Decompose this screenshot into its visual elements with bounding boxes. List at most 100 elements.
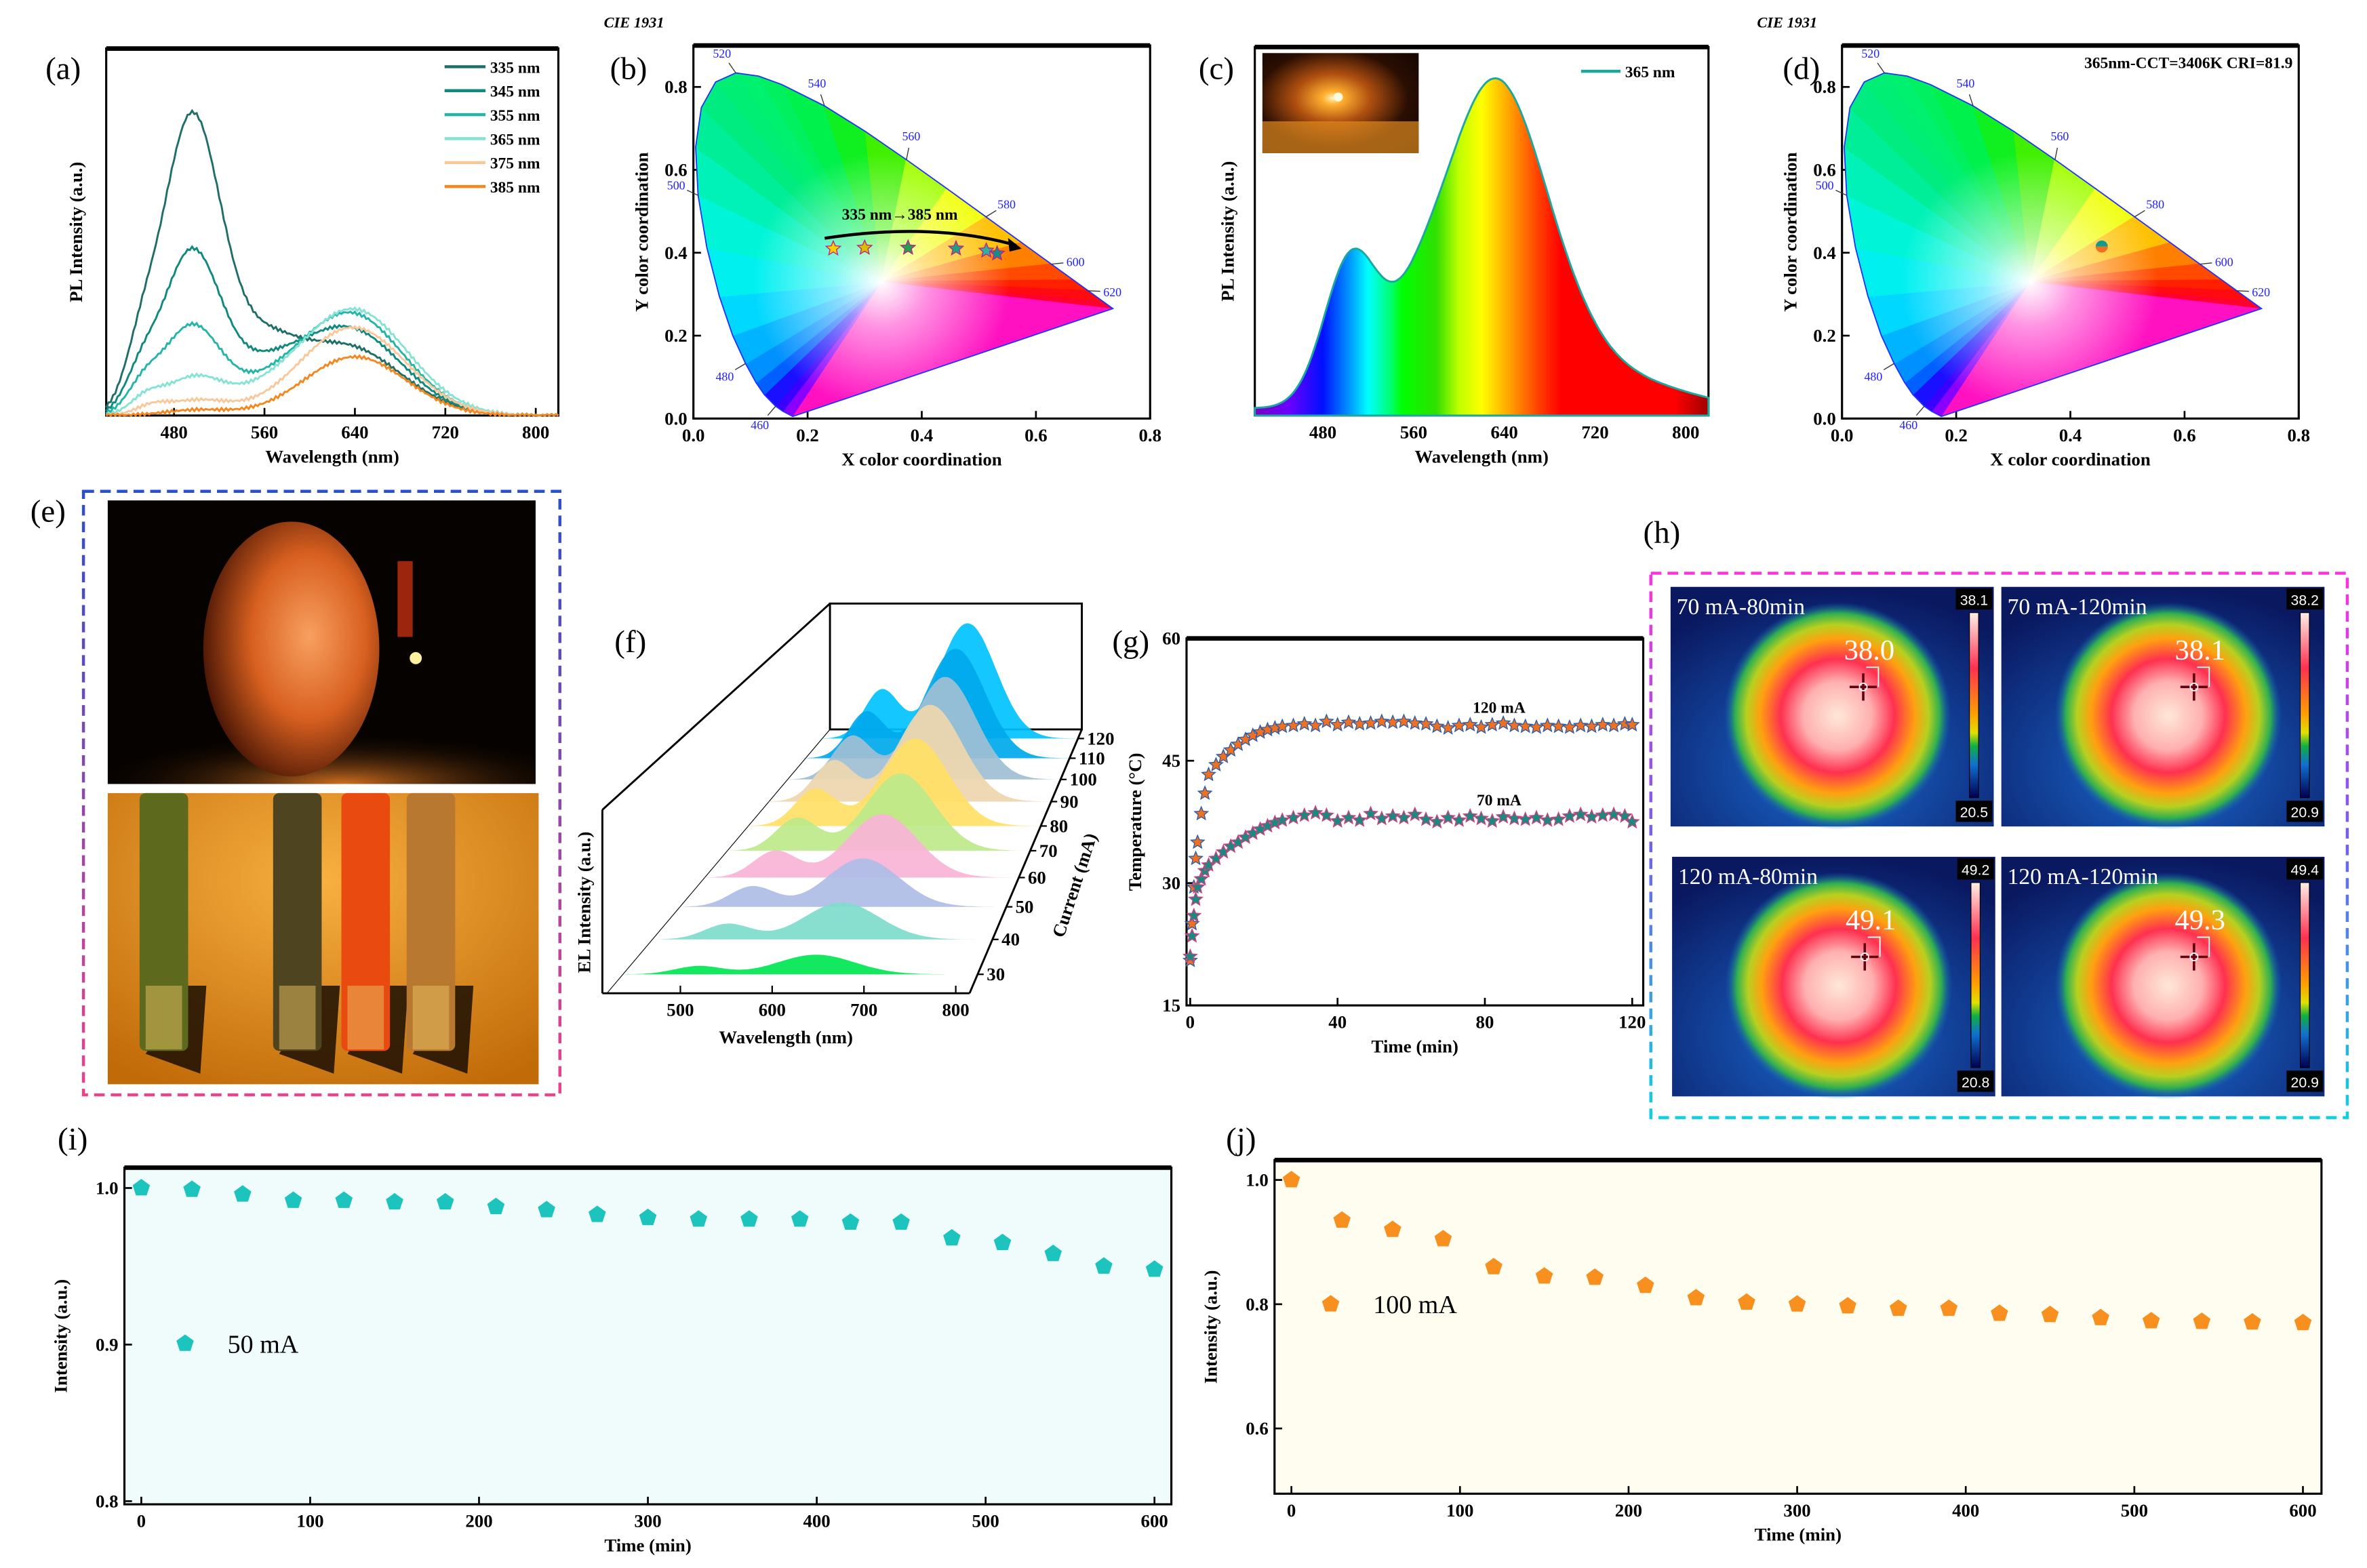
scale-min-value: 20.5 — [1960, 805, 1988, 821]
crosshair-icon — [1849, 673, 1877, 701]
intensity-point — [690, 1210, 708, 1227]
intensity-point — [589, 1205, 606, 1222]
y-tick-label: 1.0 — [1246, 1170, 1269, 1190]
temperature-point — [1351, 716, 1368, 731]
x-tick-label: 600 — [2289, 1500, 2316, 1521]
current-tick-label: 30 — [987, 964, 1005, 984]
chromaticity-star — [978, 241, 995, 258]
y-tick-label: 0.6 — [1813, 159, 1836, 180]
locus-wavelength-label: 560 — [2051, 129, 2069, 143]
spot-temperature: 49.3 — [2175, 904, 2225, 936]
x-tick-label: 720 — [432, 422, 459, 442]
temperature-point — [1528, 719, 1545, 734]
temperature-point — [1539, 717, 1555, 733]
axis-line — [968, 729, 1083, 994]
x-tick-label: 600 — [1141, 1511, 1168, 1531]
spectral-locus — [695, 72, 1115, 418]
intensity-point — [1738, 1293, 1755, 1310]
thermal-hotspot — [1725, 872, 1953, 1100]
temperature-point — [1201, 766, 1217, 782]
locus-wavelength-label: 620 — [1103, 285, 1121, 299]
locus-tick — [1968, 94, 1974, 106]
temperature-point — [1440, 809, 1456, 825]
crosshair-center — [2189, 682, 2199, 691]
cie-title-b: CIE 1931 — [604, 14, 664, 31]
temperature-point — [1363, 805, 1379, 821]
spectral-locus — [1844, 72, 2263, 418]
y-tick-label: 15 — [1162, 995, 1180, 1016]
thermal-image: 49.4 20.9 120 mA-120min 49.3 — [2001, 856, 2325, 1100]
locus-tick — [1915, 405, 1925, 416]
chart-i-stability: 0 100 200 300 400 500 600 0.8 0.9 1.0 Time (min) In… — [50, 1165, 1173, 1555]
locus-tick — [985, 209, 997, 218]
locus-wavelength-label: 500 — [1816, 179, 1834, 193]
crosshair-icon — [1851, 943, 1879, 971]
pen-tip — [412, 986, 450, 1049]
intensity-point — [1889, 1299, 1907, 1316]
x-tick-label: 640 — [341, 422, 368, 442]
axis-line — [601, 603, 831, 811]
dashed-frame — [81, 489, 561, 1097]
legend-label: 100 mA — [1373, 1291, 1457, 1319]
temperature-point — [1572, 717, 1589, 733]
intensity-point — [1535, 1267, 1553, 1284]
intensity-point — [1788, 1295, 1806, 1312]
locus-wavelength-label: 460 — [751, 418, 769, 432]
locus-tick — [728, 62, 736, 73]
x-tick-label: 720 — [1581, 422, 1608, 442]
temperature-point — [1396, 713, 1412, 729]
color-scale-bar — [2299, 612, 2310, 799]
panel-label-e: (e) — [31, 494, 66, 529]
panel-label-h: (h) — [1644, 515, 1681, 550]
intensity-point — [1095, 1257, 1113, 1274]
y-tick-label: 0.4 — [664, 243, 688, 263]
chart-a-pl-spectra: 480 560 640 720 800 Wavelength (nm) PL Intensi… — [66, 46, 560, 466]
thermal-hotspot — [2054, 602, 2282, 830]
temperature-point — [1318, 713, 1334, 729]
temperature-point — [1385, 714, 1401, 729]
locus-wavelength-label: 600 — [2215, 256, 2233, 269]
pen-tip — [145, 986, 182, 1049]
series-line — [105, 306, 559, 417]
y-axis-label: EL Intensity (a.u.) — [574, 832, 595, 973]
temperature-point — [1562, 719, 1578, 734]
x-tick-label: 100 — [296, 1511, 323, 1531]
y-tick-label: 0.8 — [664, 77, 688, 97]
intensity-point — [2041, 1306, 2059, 1323]
x-tick-label: 0.6 — [1025, 425, 1048, 445]
lamp-body — [397, 561, 413, 637]
locus-tick — [2134, 209, 2145, 218]
intensity-point — [1637, 1276, 1654, 1293]
locus-tick — [820, 94, 825, 106]
locus-tick — [2054, 147, 2058, 160]
x-tick-label: 560 — [1400, 422, 1427, 442]
intensity-point — [1145, 1260, 1163, 1277]
intensity-point — [234, 1185, 252, 1202]
temperature-point — [1473, 719, 1490, 734]
crosshair-icon — [2180, 673, 2208, 701]
scale-min-box — [1955, 801, 1993, 822]
series-label: 120 mA — [1473, 699, 1526, 717]
x-tick-label: 200 — [1615, 1500, 1642, 1521]
locus-tick — [1835, 189, 1847, 196]
temperature-point — [1495, 715, 1511, 730]
temperature-point — [1385, 807, 1401, 823]
y-axis-label: Intensity (a.u.) — [50, 1279, 71, 1393]
temperature-point — [1340, 714, 1357, 729]
locus-wavelength-label: 540 — [1957, 77, 1975, 90]
y-tick-label: 0.4 — [1813, 243, 1836, 263]
plot-background — [1274, 1160, 2322, 1494]
x-tick-label: 0.8 — [2288, 425, 2311, 445]
scale-max-value: 49.2 — [1962, 862, 1989, 879]
locus-tick — [1883, 363, 1894, 371]
temperature-point — [1274, 811, 1290, 827]
color-scale-bar — [1970, 882, 1981, 1068]
current-tick-label: 50 — [1016, 897, 1034, 917]
intensity-point — [284, 1191, 302, 1208]
panel-label-a: (a) — [45, 51, 81, 86]
intensity-point — [538, 1201, 555, 1218]
temperature-point — [1318, 807, 1334, 822]
series-line — [105, 325, 559, 418]
cie-title-d: CIE 1931 — [1757, 14, 1817, 31]
thermal-title: 120 mA-120min — [2008, 864, 2159, 889]
